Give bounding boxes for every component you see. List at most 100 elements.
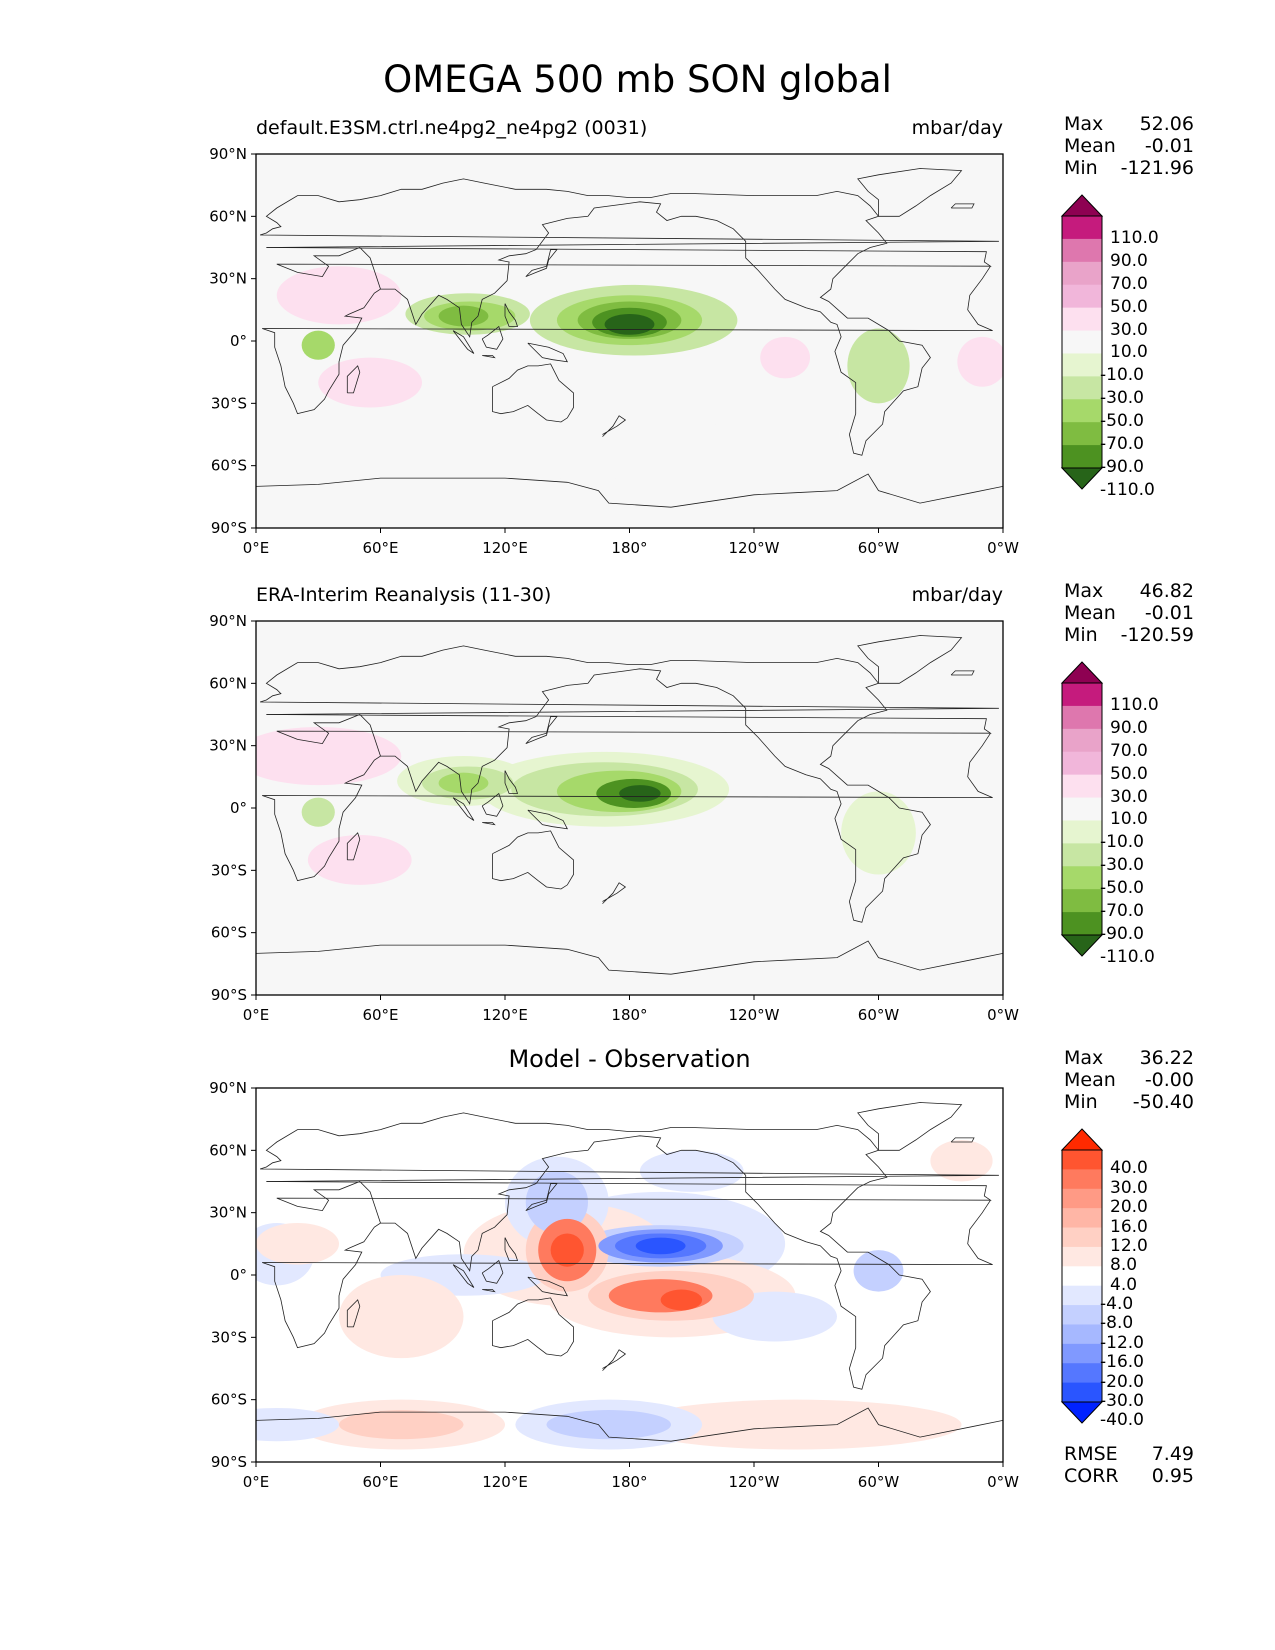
mean-label: Mean — [1064, 602, 1116, 624]
colorbar-swatch — [1062, 376, 1102, 400]
stats-box: Max 46.82 Mean -0.01 Min -120.59 — [1064, 580, 1194, 646]
colorbar-tick-label: -110.0 — [1100, 946, 1155, 967]
contour-region — [604, 313, 655, 335]
coastline — [256, 1407, 1003, 1442]
contour-region — [339, 1275, 464, 1359]
coastline — [950, 1137, 975, 1143]
colorbar-swatch — [1062, 820, 1102, 844]
colorbar-swatch — [1062, 1246, 1102, 1267]
colorbar-tick-label: 70.0 — [1110, 273, 1148, 294]
colorbar-swatch — [1062, 774, 1102, 799]
coastline — [492, 1297, 574, 1357]
coastline — [602, 1349, 627, 1371]
coastline — [492, 363, 574, 423]
colorbar-swatch — [1062, 1363, 1102, 1384]
coastline — [602, 882, 627, 904]
coastline — [525, 249, 558, 277]
coastline — [950, 670, 975, 676]
mean-value: -0.01 — [1144, 135, 1194, 157]
colorbar-tick-label: -90.0 — [1100, 924, 1144, 944]
colorbar-tick-label: -30.0 — [1100, 1391, 1144, 1411]
colorbar-tick-label: -70.0 — [1100, 434, 1144, 455]
colorbar-swatch — [1062, 399, 1102, 423]
coastline — [452, 1264, 475, 1288]
colorbar-swatch — [1062, 797, 1102, 821]
lat-tick-label: 0° — [230, 799, 247, 817]
colorbar-frame — [1061, 1149, 1103, 1403]
contour-region — [546, 1410, 671, 1440]
colorbar-tick-label: 40.0 — [1110, 1158, 1148, 1179]
contour-region — [318, 357, 422, 408]
coastline — [262, 714, 993, 882]
corr-value: 0.95 — [1151, 1465, 1194, 1487]
colorbar-tick-label: 110.0 — [1110, 227, 1159, 248]
colorbar-swatch — [1062, 216, 1102, 240]
coastline — [492, 830, 574, 890]
coastline — [527, 809, 569, 830]
coastlines — [256, 1102, 1003, 1442]
lon-tick-label: 60°W — [858, 1006, 900, 1024]
lat-tick-label: 90°N — [209, 145, 247, 163]
coastline — [504, 770, 519, 794]
max-label: Max — [1064, 113, 1104, 135]
colorbar-extend-max — [1060, 194, 1104, 217]
lat-tick-label: 0° — [230, 1266, 247, 1284]
colorbar-extend-max — [1060, 661, 1104, 684]
contour-region — [525, 1171, 588, 1234]
coastline — [452, 330, 475, 354]
lon-tick-label: 180° — [611, 1006, 647, 1024]
lon-tick-label: 0°W — [987, 1473, 1019, 1491]
lon-tick-label: 60°E — [362, 1473, 398, 1491]
coastline — [857, 635, 963, 684]
colorbar-swatch — [1062, 422, 1102, 446]
coastline — [481, 325, 504, 350]
coastline — [950, 203, 975, 209]
contour-region — [505, 947, 837, 981]
contour-region — [438, 772, 489, 794]
lon-tick-label: 60°E — [362, 539, 398, 557]
rmse-value: 7.49 — [1151, 1443, 1194, 1465]
max-label: Max — [1064, 580, 1104, 602]
contour-fields — [256, 1139, 993, 1450]
coastline — [857, 168, 963, 217]
map-plot: 90°N 60°N 30°N 0° 30°S 60°S 90°S 0°E 60°E 120°E 18… — [209, 1079, 1019, 1491]
map-plot: 90°N 60°N 30°N 0° 30°S 60°S 90°S 0°E 60°E 120°E 18… — [209, 145, 1019, 557]
coastline — [262, 247, 993, 415]
coastline — [259, 645, 999, 923]
contour-region — [841, 791, 916, 875]
lon-tick-label: 180° — [611, 1473, 647, 1491]
error-stats: RMSE 7.49 CORR 0.95 — [1064, 1443, 1194, 1487]
lat-tick-label: 90°S — [211, 1453, 247, 1471]
panel-model: default.E3SM.ctrl.ne4pg2_ne4pg2 (0031) m… — [0, 113, 1275, 590]
lon-tick-label: 60°E — [362, 1006, 398, 1024]
colorbar-swatch — [1062, 238, 1102, 263]
colorbar-swatch — [1062, 1343, 1102, 1364]
coastline — [346, 832, 361, 861]
contour-region — [307, 835, 412, 885]
colorbar-tick-label: 90.0 — [1110, 250, 1148, 271]
colorbar-swatch — [1062, 284, 1102, 309]
lat-tick-label: 90°S — [211, 519, 247, 537]
contour-region — [577, 672, 869, 736]
colorbar-tick-label: -30.0 — [1100, 388, 1144, 409]
colorbar-swatch — [1062, 705, 1102, 730]
colorbar-tick-label: 50.0 — [1110, 296, 1148, 317]
colorbar-tick-label: 8.0 — [1110, 1255, 1138, 1276]
colorbar-tick-label: 10.0 — [1110, 809, 1148, 830]
lat-tick-label: 30°N — [209, 1204, 247, 1222]
lat-tick-label: 30°N — [209, 270, 247, 288]
max-value: 36.22 — [1139, 1047, 1194, 1069]
colorbar-swatch — [1062, 1188, 1102, 1209]
colorbar-extend-max — [1060, 1128, 1104, 1151]
colorbar-extend-min — [1060, 1401, 1104, 1424]
min-value: -120.59 — [1120, 624, 1194, 646]
min-value: -50.40 — [1132, 1091, 1194, 1113]
contour-region — [505, 430, 671, 481]
colorbar-swatch — [1062, 1208, 1102, 1229]
lon-tick-label: 180° — [611, 539, 647, 557]
coastline — [481, 792, 504, 817]
colorbar-swatch — [1062, 1169, 1102, 1190]
colorbar-swatch — [1062, 1227, 1102, 1248]
panel-obs: ERA-Interim Reanalysis (11-30) mbar/day … — [0, 580, 1275, 1057]
colorbar-tick-label: 90.0 — [1110, 717, 1148, 738]
